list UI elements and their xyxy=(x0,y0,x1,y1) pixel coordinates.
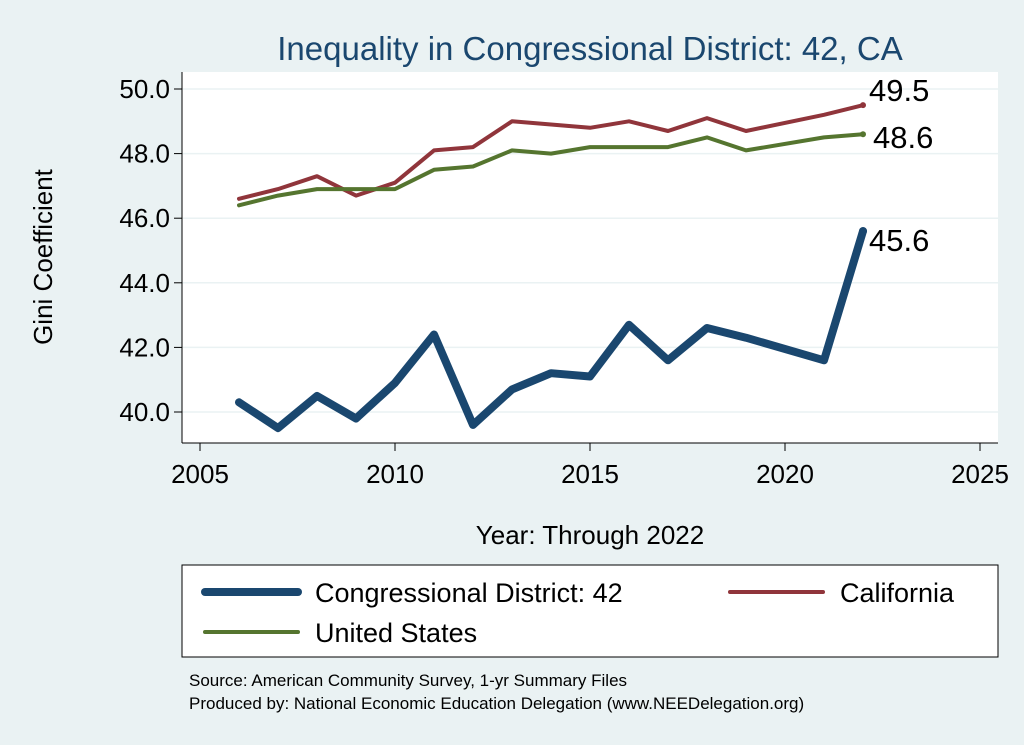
y-axis-title: Gini Coefficient xyxy=(28,168,58,345)
y-tick-label: 46.0 xyxy=(119,203,170,233)
end-labels: 45.6 49.5 48.6 xyxy=(869,73,933,258)
chart-title: Inequality in Congressional District: 42… xyxy=(277,30,902,67)
x-tick-label: 2015 xyxy=(561,459,619,489)
gridlines xyxy=(182,88,998,413)
legend-box xyxy=(181,564,999,658)
x-tick-label: 2020 xyxy=(756,459,814,489)
series-lines xyxy=(235,102,867,433)
series-end-marker-1 xyxy=(860,102,866,109)
x-axis-title: Year: Through 2022 xyxy=(476,520,704,550)
source-note: Source: American Community Survey, 1-yr … xyxy=(189,671,627,690)
legend-label-0: Congressional District: 42 xyxy=(315,578,623,608)
series-end-marker-2 xyxy=(860,131,866,138)
y-tick-label: 44.0 xyxy=(119,268,170,298)
series-line-2 xyxy=(237,132,865,208)
end-label-1: 49.5 xyxy=(869,73,929,108)
series-line-0 xyxy=(235,227,867,433)
legend-label-2: United States xyxy=(315,618,477,648)
legend: Congressional District: 42 California Unit… xyxy=(201,578,955,648)
axes: 40.0 42.0 44.0 46.0 48.0 50.0 2005 2010 2015 2020… xyxy=(119,72,1009,489)
y-tick-label: 42.0 xyxy=(119,332,170,362)
y-tick-label: 40.0 xyxy=(119,397,170,427)
end-label-0: 45.6 xyxy=(869,223,929,258)
x-tick-label: 2025 xyxy=(951,459,1009,489)
end-label-2: 48.6 xyxy=(873,120,933,155)
produced-by-note: Produced by: National Economic Education… xyxy=(189,694,804,713)
series-end-marker-0 xyxy=(859,227,867,236)
legend-label-1: California xyxy=(840,578,955,608)
y-tick-label: 48.0 xyxy=(119,139,170,169)
x-tick-label: 2005 xyxy=(171,459,229,489)
x-tick-label: 2010 xyxy=(366,459,424,489)
y-tick-label: 50.0 xyxy=(119,74,170,104)
series-line-1 xyxy=(237,103,865,201)
